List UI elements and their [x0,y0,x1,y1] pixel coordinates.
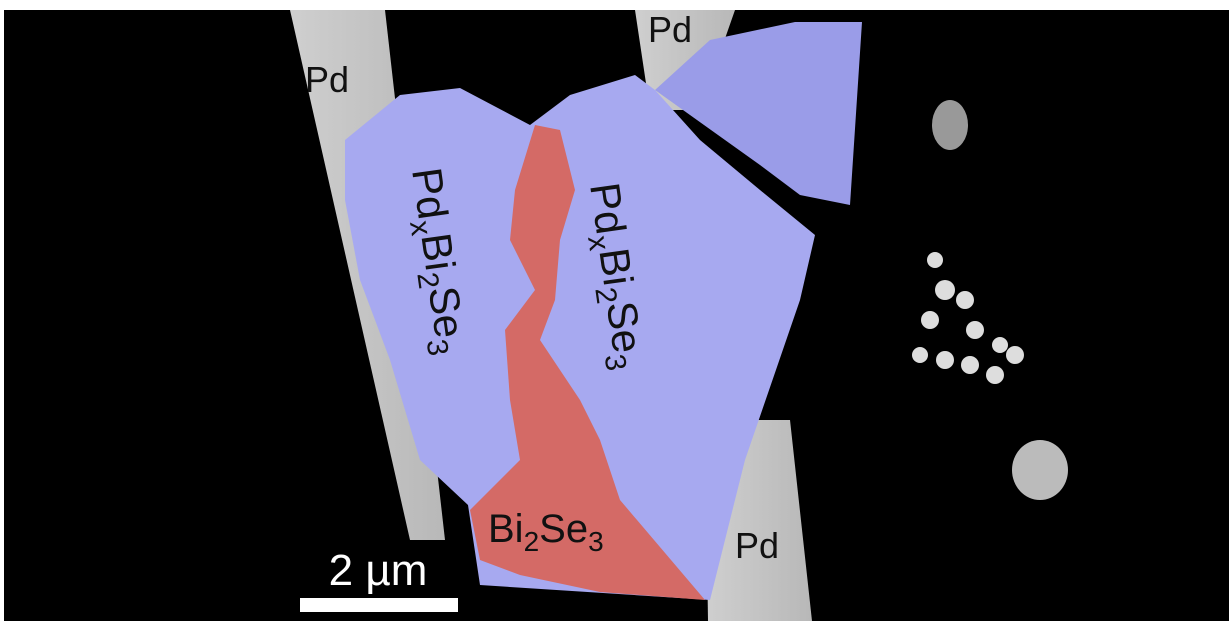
formula-part: Se [598,298,652,355]
label-pd: Pd [648,9,692,50]
formula-part: Bi [590,245,642,289]
micrograph: Pd Pd Pd PdxBi2Se3 PdxBi2Se3 Bi2Se3 2 µm [0,0,1229,621]
subscript: 3 [588,526,604,557]
label-pd: Pd [735,525,779,566]
formula-part: Se [539,507,588,551]
formula-part: Se [420,283,474,340]
label-formula: Bi2Se3 [488,507,604,557]
subscript: 2 [524,526,540,557]
formula-part: Bi [412,230,464,274]
formula-part: Pd [403,165,457,222]
formula-part: Bi [488,507,524,551]
label-pd: Pd [305,59,349,100]
scale-bar [300,598,458,612]
scale-bar-label: 2 µm [329,546,428,595]
formula-part: Pd [581,180,635,237]
